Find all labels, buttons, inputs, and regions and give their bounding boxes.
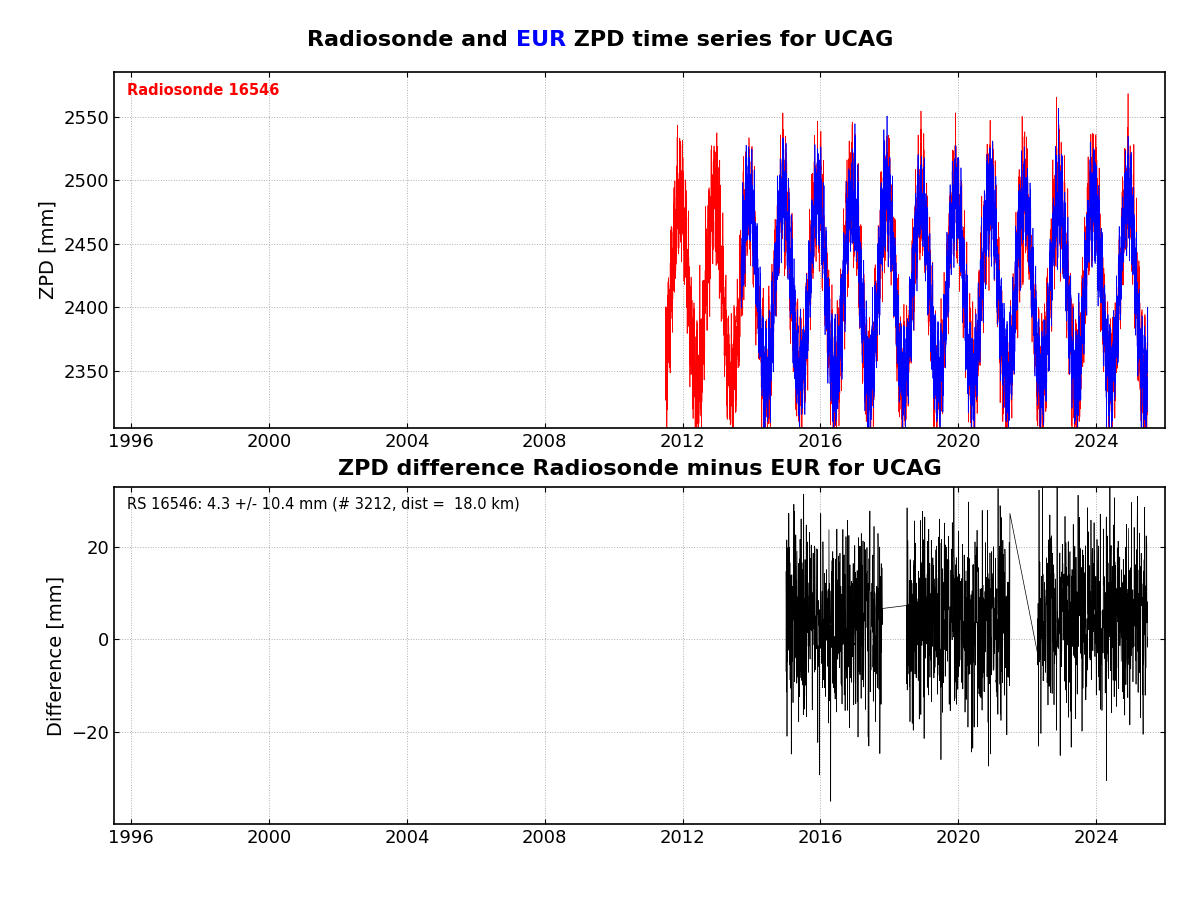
Text: ZPD time series for UCAG: ZPD time series for UCAG (566, 30, 894, 50)
Y-axis label: ZPD [mm]: ZPD [mm] (38, 201, 58, 299)
Y-axis label: Difference [mm]: Difference [mm] (47, 576, 66, 735)
Title: ZPD difference Radiosonde minus EUR for UCAG: ZPD difference Radiosonde minus EUR for … (337, 460, 942, 479)
Text: RS 16546: 4.3 +/- 10.4 mm (# 3212, dist =  18.0 km): RS 16546: 4.3 +/- 10.4 mm (# 3212, dist … (127, 496, 520, 512)
Text: EUR: EUR (516, 30, 566, 50)
Text: Radiosonde and: Radiosonde and (307, 30, 516, 50)
Text: Radiosonde 16546: Radiosonde 16546 (127, 83, 279, 97)
